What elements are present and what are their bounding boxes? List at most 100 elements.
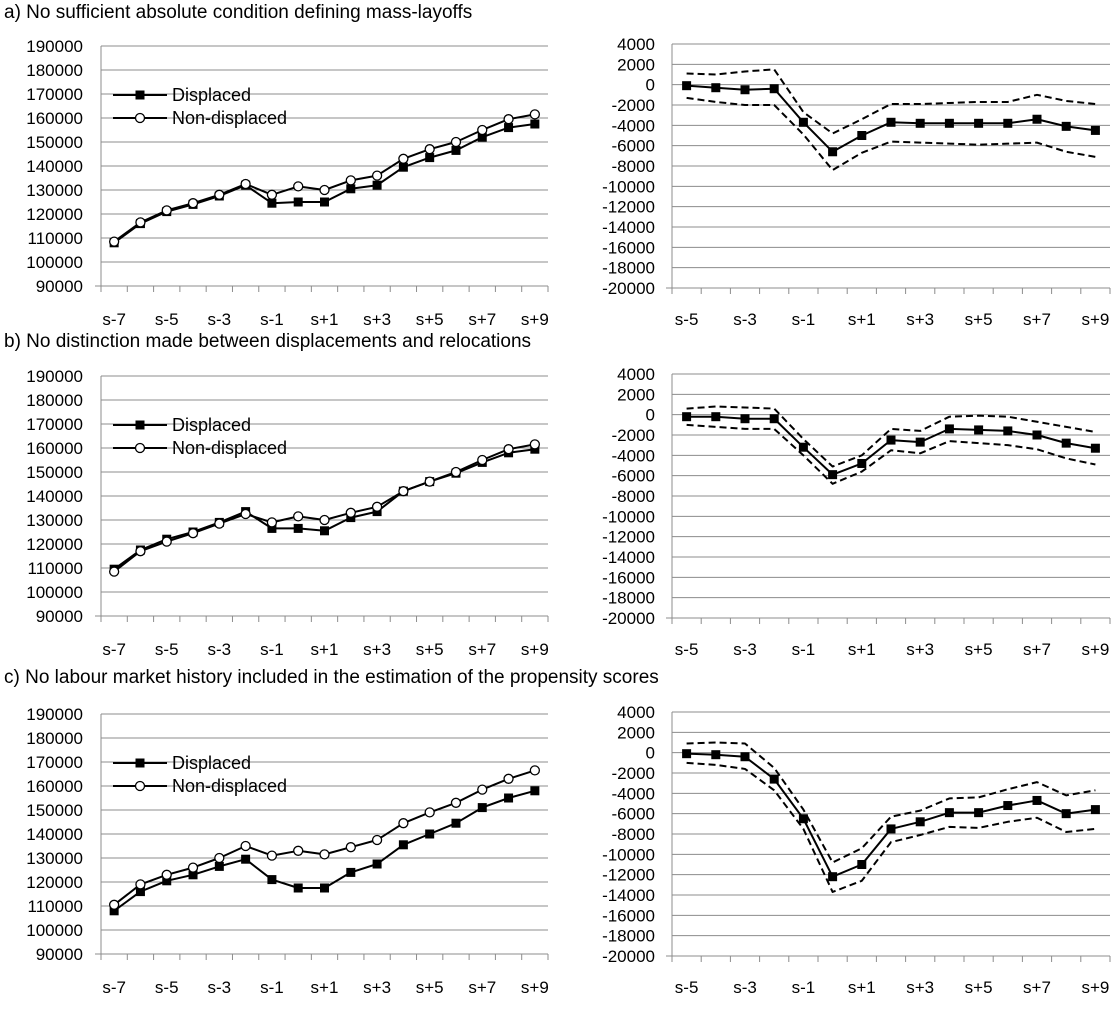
data-point-square — [740, 414, 750, 424]
y-tick-label: -20000 — [602, 279, 655, 298]
data-point-circle — [477, 124, 488, 136]
data-point-square — [798, 117, 808, 127]
data-point-square — [188, 870, 198, 880]
series-line-solid — [686, 752, 1096, 878]
y-tick-label: 4000 — [617, 703, 655, 722]
data-point-square — [682, 412, 692, 422]
y-tick-label: 120000 — [26, 873, 83, 892]
data-point-square — [798, 442, 808, 452]
series-line-solid — [686, 415, 1096, 476]
x-tick-label: s-3 — [208, 310, 232, 329]
x-tick-label: s-1 — [792, 640, 816, 659]
data-point-circle — [398, 486, 409, 497]
data-point-square — [214, 861, 224, 871]
data-point-square — [915, 817, 925, 827]
data-point-square — [320, 526, 329, 536]
x-tick-label: s+1 — [311, 978, 339, 997]
x-tick-label: s+5 — [416, 640, 444, 659]
y-tick-label: 170000 — [26, 85, 83, 104]
data-point-circle — [187, 862, 199, 873]
x-tick-label: s-5 — [155, 640, 179, 659]
x-tick-label: s+9 — [521, 640, 549, 659]
data-point-circle — [345, 842, 356, 853]
data-point-circle — [187, 528, 199, 539]
data-point-square — [530, 786, 540, 796]
data-point-circle — [371, 501, 383, 512]
y-tick-label: 160000 — [26, 439, 83, 458]
data-point-square — [293, 883, 303, 893]
x-tick-label: s-5 — [675, 978, 699, 997]
y-tick-label: 150000 — [26, 133, 83, 152]
series-line-displaced — [113, 448, 535, 571]
data-point-square — [857, 131, 867, 140]
y-tick-label: -14000 — [602, 218, 655, 237]
y-tick-label: -8000 — [612, 825, 655, 844]
data-point-circle — [424, 807, 435, 818]
y-tick-label: 110000 — [28, 897, 83, 916]
data-point-square — [1032, 795, 1042, 805]
x-tick-label: s+5 — [965, 310, 993, 329]
y-tick-label: 0 — [646, 76, 655, 95]
x-tick-label: s-7 — [102, 310, 126, 329]
data-point-square — [109, 906, 119, 916]
x-tick-label: s+7 — [468, 310, 496, 329]
panel-b-levels-chart: 90000 100000 110000 120000 130000 140000 15000… — [26, 367, 549, 659]
y-tick-label: 150000 — [26, 463, 83, 482]
data-point-square — [857, 458, 867, 468]
series-line-non-displaced — [113, 113, 536, 243]
data-point-circle — [161, 536, 172, 547]
y-tick-label: 140000 — [26, 825, 83, 844]
data-point-circle — [424, 144, 435, 155]
data-point-square — [1061, 809, 1071, 819]
data-point-circle — [477, 784, 488, 795]
data-point-square — [769, 84, 779, 94]
legend-marker-circle — [134, 442, 146, 454]
data-point-square — [711, 83, 721, 93]
x-tick-label: s-3 — [208, 978, 232, 997]
y-tick-label: 100000 — [26, 921, 83, 940]
data-point-circle — [529, 439, 541, 450]
series-line-dashed — [686, 405, 1096, 468]
y-tick-label: 160000 — [26, 109, 83, 128]
data-point-circle — [161, 205, 172, 216]
legend-marker-square — [135, 90, 145, 100]
series-line-dashed — [686, 761, 1096, 893]
data-point-square — [320, 197, 329, 207]
legend-marker-circle — [134, 112, 146, 124]
data-point-circle — [319, 184, 330, 196]
y-tick-label: 180000 — [26, 729, 83, 748]
data-point-square — [162, 876, 172, 886]
y-tick-label: 0 — [646, 406, 655, 425]
series-line-dashed — [686, 68, 1096, 135]
legend-marker-square — [135, 420, 145, 430]
panel-c-levels-chart: 90000 100000 110000 120000 130000 140000 15000… — [26, 705, 549, 997]
data-point-circle — [529, 765, 541, 776]
data-point-square — [828, 470, 838, 480]
y-tick-label: 170000 — [26, 415, 83, 434]
y-tick-label: -4000 — [612, 446, 655, 465]
x-tick-label: s-5 — [675, 310, 699, 329]
y-tick-label: 190000 — [26, 705, 83, 724]
data-point-circle — [266, 189, 278, 200]
data-point-square — [1061, 121, 1071, 131]
y-tick-label: -2000 — [612, 764, 655, 783]
legend-label: Displaced — [172, 753, 251, 773]
data-point-circle — [477, 454, 488, 466]
x-tick-label: s-1 — [792, 978, 816, 997]
y-tick-label: -16000 — [602, 238, 655, 257]
data-point-square — [944, 808, 954, 818]
legend-label: Non-displaced — [172, 776, 287, 796]
x-tick-label: s-1 — [792, 310, 816, 329]
data-point-circle — [450, 136, 462, 148]
data-point-square — [451, 818, 461, 828]
series-line-dashed — [686, 96, 1096, 172]
data-point-circle — [214, 518, 225, 529]
y-tick-label: 110000 — [28, 559, 83, 578]
panel-a-levels-chart: 90000 100000 110000 120000 130000 140000 15000… — [26, 37, 549, 329]
data-point-square — [828, 872, 838, 882]
y-tick-label: 120000 — [26, 535, 83, 554]
data-point-square — [293, 197, 303, 207]
data-point-circle — [135, 217, 146, 228]
y-tick-label: -4000 — [612, 784, 655, 803]
data-point-square — [886, 435, 896, 445]
